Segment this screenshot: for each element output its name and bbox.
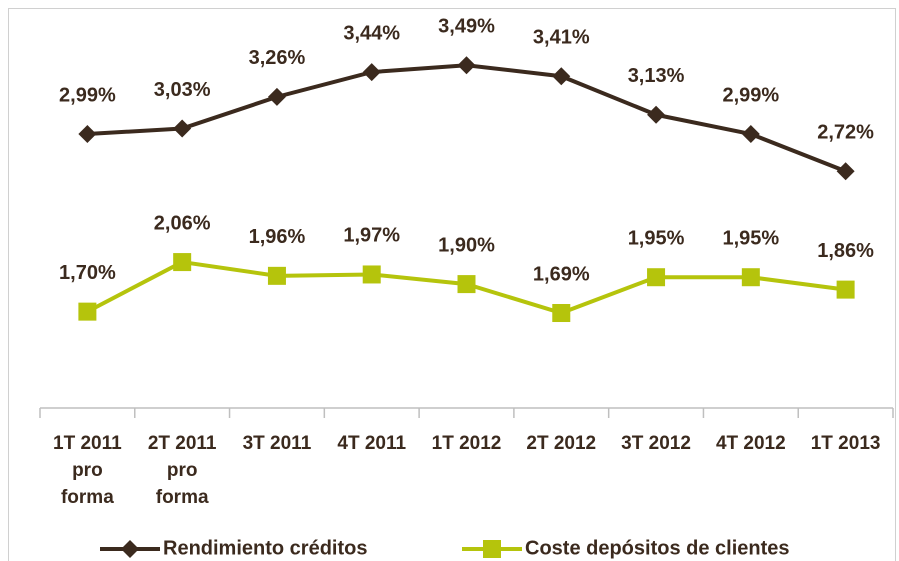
x-tick-label: 2T 2012 [526,433,597,454]
x-tick-label: 1T 2012 [431,433,502,454]
marker [483,540,501,558]
marker [457,275,476,294]
chart-frame [8,8,896,561]
legend-label: Coste depósitos de clientes [525,537,790,559]
x-tick-label: 4T 2011 [337,433,407,454]
marker [78,302,97,321]
marker [362,265,381,284]
data-label: 1,90% [438,234,495,256]
data-label: 2,99% [59,84,116,106]
x-tick-label: 1T 2013 [810,433,881,454]
marker [121,540,139,558]
marker [647,268,666,287]
data-label: 1,70% [59,262,116,284]
data-label: 3,13% [628,65,685,87]
marker [741,125,760,144]
marker [647,105,666,124]
data-label: 1,95% [628,227,685,249]
data-label: 2,72% [817,121,874,143]
marker [457,56,476,75]
marker [836,280,855,299]
data-label: 3,41% [533,27,590,49]
x-tick-label: 4T 2012 [715,433,786,454]
x-tick-label: 3T 2011 [242,433,312,454]
marker [267,266,286,285]
marker [552,67,571,86]
x-tick-label: 2T 2011 pro forma [147,433,217,508]
legend-label: Rendimiento créditos [163,537,367,559]
data-label: 1,96% [249,226,306,248]
marker [267,87,286,106]
marker [362,63,381,82]
data-label: 1,95% [722,227,779,249]
data-label: 1,97% [343,225,400,247]
marker [836,162,855,181]
data-label: 1,86% [817,240,874,262]
x-tick-label: 3T 2012 [621,433,691,454]
marker [173,253,192,272]
data-label: 1,69% [533,263,590,285]
data-label: 2,99% [722,84,779,106]
marker [552,304,571,323]
data-label: 2,06% [154,212,211,234]
marker [741,268,760,287]
data-label: 3,26% [249,47,306,69]
marker [173,119,192,138]
data-label: 3,03% [154,79,211,101]
marker [78,125,97,144]
x-tick-label: 1T 2011 pro forma [53,433,122,508]
data-label: 3,44% [343,22,400,44]
data-label: 3,49% [438,15,495,37]
